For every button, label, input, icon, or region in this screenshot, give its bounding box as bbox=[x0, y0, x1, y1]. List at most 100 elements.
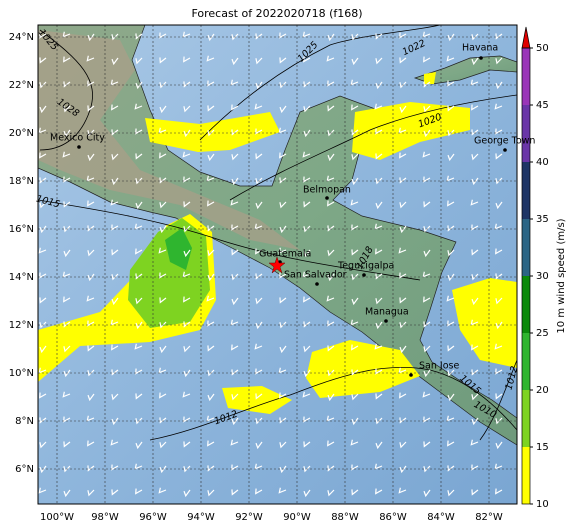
wind-barb bbox=[326, 295, 335, 302]
wind-barb bbox=[182, 391, 191, 398]
wind-barb bbox=[495, 248, 503, 255]
wind-barb bbox=[302, 31, 311, 38]
wind-barb bbox=[494, 103, 503, 110]
wind-shade bbox=[352, 102, 470, 160]
city-dot bbox=[503, 148, 507, 152]
wind-barb bbox=[183, 441, 191, 448]
wind-barb bbox=[87, 129, 95, 137]
wind-barb bbox=[423, 81, 431, 88]
wind-barb bbox=[111, 369, 119, 376]
lat-tick-label: 22°N bbox=[9, 80, 34, 91]
wind-barb bbox=[206, 295, 215, 302]
wind-barb bbox=[231, 224, 239, 231]
wind-barb bbox=[230, 319, 239, 326]
wind-barb bbox=[182, 271, 191, 278]
wind-barb bbox=[399, 417, 407, 424]
wind-barb bbox=[255, 81, 263, 90]
colorbar-tick-label: 20 bbox=[536, 385, 549, 396]
wind-barb bbox=[87, 320, 95, 327]
wind-barb bbox=[446, 415, 455, 422]
city-dot bbox=[384, 319, 388, 323]
wind-barb bbox=[135, 393, 143, 400]
wind-barb bbox=[39, 201, 47, 209]
wind-barb bbox=[423, 176, 431, 183]
wind-barb bbox=[63, 129, 71, 138]
wind-barb bbox=[206, 415, 215, 422]
wind-barb bbox=[447, 33, 455, 42]
wind-shade bbox=[222, 386, 292, 414]
wind-barb bbox=[399, 345, 407, 354]
wind-barb bbox=[255, 321, 263, 330]
wind-barb bbox=[423, 56, 431, 63]
city-label: Tegucigalpa bbox=[337, 261, 394, 272]
wind-barb bbox=[182, 151, 191, 158]
wind-barb bbox=[39, 417, 47, 424]
wind-barb bbox=[207, 440, 215, 447]
wind-barb bbox=[302, 151, 311, 158]
wind-barb bbox=[159, 441, 167, 449]
wind-barb bbox=[230, 199, 239, 206]
wind-barb bbox=[447, 249, 455, 257]
wind-barb bbox=[231, 464, 239, 471]
lat-tick-label: 8°N bbox=[15, 416, 34, 427]
wind-barb bbox=[111, 489, 119, 496]
wind-barb bbox=[471, 344, 479, 351]
lat-tick-label: 6°N bbox=[15, 464, 34, 475]
wind-barb bbox=[231, 249, 239, 256]
wind-barb bbox=[87, 489, 95, 497]
wind-barb bbox=[495, 488, 503, 495]
wind-barb bbox=[351, 249, 359, 256]
colorbar-segment bbox=[522, 333, 530, 390]
wind-barb bbox=[470, 439, 479, 446]
wind-barb bbox=[327, 225, 335, 232]
wind-barb bbox=[278, 367, 287, 374]
lon-tick-label: 82°W bbox=[475, 512, 503, 523]
wind-barb bbox=[183, 369, 191, 378]
wind-barb bbox=[375, 321, 383, 330]
wind-barb bbox=[447, 153, 455, 162]
wind-barb bbox=[423, 129, 431, 138]
colorbar-segment bbox=[522, 48, 530, 105]
wind-barb bbox=[303, 105, 311, 113]
wind-barb bbox=[207, 393, 215, 402]
wind-barb bbox=[494, 343, 503, 350]
wind-barb bbox=[135, 273, 143, 280]
lat-tick-label: 24°N bbox=[9, 32, 34, 43]
colorbar-tick-label: 25 bbox=[536, 328, 549, 339]
wind-barb bbox=[279, 32, 287, 39]
wind-barb bbox=[279, 441, 287, 449]
wind-barb bbox=[327, 489, 335, 497]
wind-barb bbox=[471, 104, 479, 111]
wind-barb bbox=[495, 417, 503, 425]
wind-shade bbox=[452, 278, 517, 368]
wind-barb bbox=[351, 417, 359, 426]
wind-barb bbox=[279, 465, 287, 474]
wind-barb bbox=[158, 367, 167, 374]
wind-barb bbox=[350, 319, 359, 326]
wind-barb bbox=[447, 465, 455, 472]
wind-barb bbox=[183, 201, 191, 208]
wind-barb bbox=[159, 57, 167, 64]
wind-barb bbox=[399, 152, 407, 159]
lon-tick-label: 96°W bbox=[139, 512, 167, 523]
wind-barb bbox=[303, 129, 311, 138]
wind-barb bbox=[63, 201, 71, 208]
wind-barb bbox=[327, 200, 335, 207]
wind-barb bbox=[279, 297, 287, 304]
wind-barb bbox=[39, 177, 47, 184]
wind-barb bbox=[63, 56, 71, 63]
wind-barb bbox=[231, 177, 239, 186]
wind-barb bbox=[279, 81, 287, 89]
wind-barb bbox=[207, 249, 215, 257]
wind-barb bbox=[447, 440, 455, 447]
wind-barb bbox=[422, 151, 431, 158]
wind-barb bbox=[447, 489, 455, 497]
colorbar-tick-label: 15 bbox=[536, 442, 549, 453]
wind-barb bbox=[326, 415, 335, 422]
wind-barb bbox=[399, 81, 407, 89]
wind-barb bbox=[62, 151, 71, 158]
wind-barb bbox=[111, 249, 119, 256]
wind-barb bbox=[87, 465, 95, 472]
wind-barb bbox=[159, 272, 167, 279]
city-dot bbox=[325, 196, 329, 200]
